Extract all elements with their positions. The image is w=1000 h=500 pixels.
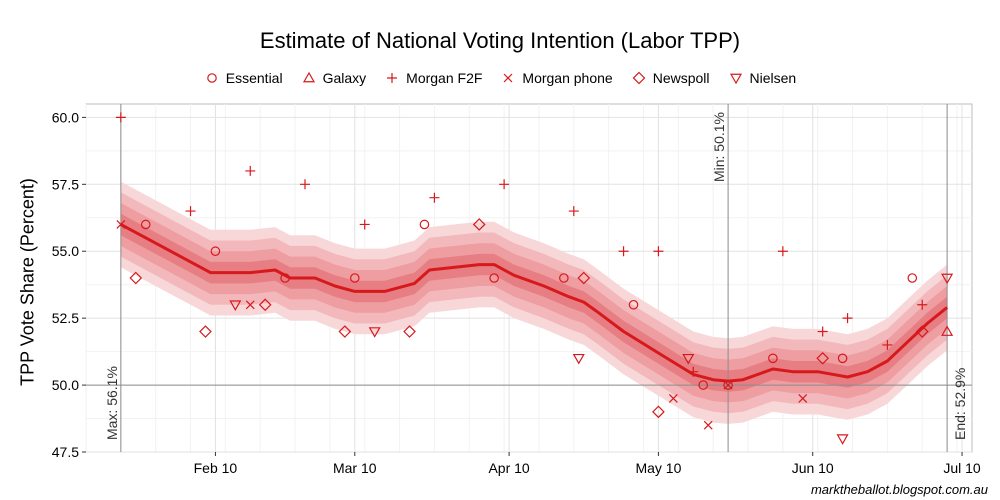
poll-point-essential (768, 353, 778, 364)
legend-marker-icon (206, 73, 217, 83)
y-tick-label: 52.5 (52, 310, 79, 326)
annotation-label: Max: 56.1% (104, 366, 120, 440)
poll-point-essential (907, 273, 918, 283)
poll-point-morgan-f2f (688, 366, 699, 377)
legend-label: Morgan phone (522, 70, 613, 86)
poll-point-newspoll (816, 351, 830, 365)
poll-point-morgan-phone (798, 394, 808, 403)
poll-point-morgan-phone (668, 394, 678, 403)
y-tick-label: 60.0 (52, 109, 79, 125)
legend-label: Morgan F2F (406, 70, 483, 86)
poll-point-morgan-phone (703, 420, 713, 430)
y-tick-label: 57.5 (52, 176, 79, 192)
legend-marker-icon (729, 73, 742, 85)
poll-point-morgan-phone (116, 220, 126, 229)
legend-label: Essential (225, 70, 283, 86)
poll-point-nielsen (572, 353, 585, 365)
poll-point-essential (210, 246, 221, 257)
poll-point-morgan-f2f (817, 326, 828, 337)
poll-point-morgan-f2f (882, 339, 893, 350)
legend-item: Galaxy (301, 70, 367, 86)
poll-point-morgan-f2f (917, 299, 928, 310)
poll-point-essential (628, 299, 639, 310)
x-tick-label: Feb 10 (194, 460, 238, 476)
legend-item: Nielsen (728, 70, 797, 86)
poll-point-newspoll (577, 271, 591, 285)
legend-item: Morgan F2F (384, 70, 482, 86)
poll-point-essential (837, 353, 848, 364)
annotation-label: Min: 50.1% (711, 112, 727, 182)
legend-item: Essential (204, 70, 283, 86)
poll-point-essential (698, 380, 709, 390)
poll-point-essential (349, 273, 360, 283)
poll-point-nielsen (368, 327, 381, 338)
chart-title: Estimate of National Voting Intention (L… (259, 28, 741, 53)
x-tick-label: Mar 10 (333, 460, 377, 476)
poll-point-newspoll (403, 325, 416, 338)
legend-marker-icon (632, 71, 646, 85)
poll-point-newspoll (652, 405, 665, 419)
legend-label: Galaxy (322, 70, 367, 86)
legend-item: Newspoll (631, 70, 710, 86)
x-tick-label: Jun 10 (792, 460, 834, 476)
poll-point-essential (723, 380, 733, 390)
poll-point-morgan-f2f (115, 112, 126, 123)
poll-point-morgan-phone (245, 300, 255, 310)
poll-point-morgan-f2f (618, 246, 629, 257)
poll-point-newspoll (129, 271, 143, 285)
poll-point-newspoll (199, 325, 212, 338)
poll-point-newspoll (338, 325, 352, 338)
credible-interval-band (120, 203, 948, 403)
poll-point-morgan-f2f (568, 206, 579, 217)
legend-label: Newspoll (652, 70, 710, 86)
poll-point-nielsen (682, 353, 695, 365)
poll-point-morgan-f2f (777, 246, 788, 257)
y-tick-label: 47.5 (52, 444, 79, 460)
y-tick-label: 55.0 (52, 243, 79, 259)
poll-point-essential (140, 219, 151, 230)
poll-point-morgan-f2f (842, 313, 853, 324)
legend-marker-icon (387, 73, 398, 83)
chart-legend: Essential Galaxy Morgan F2F Morgan phone New… (0, 70, 1000, 86)
poll-point-galaxy (941, 325, 954, 336)
poll-point-newspoll (915, 325, 929, 338)
poll-point-essential (559, 273, 569, 283)
poll-point-essential (489, 273, 499, 283)
x-tick-label: Jul 10 (943, 460, 981, 476)
x-tick-label: Apr 10 (488, 460, 529, 476)
poll-point-morgan-f2f (300, 179, 311, 190)
x-tick-label: May 10 (635, 460, 681, 476)
annotation-label: End: 52.9% (952, 368, 968, 440)
poll-point-morgan-f2f (429, 192, 440, 203)
poll-point-morgan-f2f (653, 246, 664, 257)
poll-point-essential (280, 273, 290, 283)
poll-point-newspoll (472, 218, 486, 231)
y-tick-label: 50.0 (52, 377, 79, 393)
poll-point-nielsen (941, 273, 954, 285)
y-axis-label: TPP Vote Share (Percent) (17, 178, 38, 386)
poll-point-morgan-f2f (245, 165, 256, 176)
legend-marker-icon (503, 73, 513, 83)
poll-point-morgan-f2f (185, 206, 196, 217)
poll-point-nielsen (229, 300, 242, 311)
legend-marker-icon (302, 71, 315, 83)
legend-label: Nielsen (749, 70, 797, 86)
poll-point-morgan-f2f (499, 179, 510, 190)
source-credit: marktheballot.blogspot.com.au (810, 482, 988, 497)
poll-point-morgan-f2f (359, 219, 370, 230)
poll-point-essential (419, 219, 430, 230)
poll-point-nielsen (836, 434, 849, 445)
poll-point-newspoll (258, 298, 272, 312)
estimate-line (120, 223, 949, 383)
poll-point-morgan-phone (723, 380, 733, 390)
legend-item: Morgan phone (500, 70, 613, 86)
